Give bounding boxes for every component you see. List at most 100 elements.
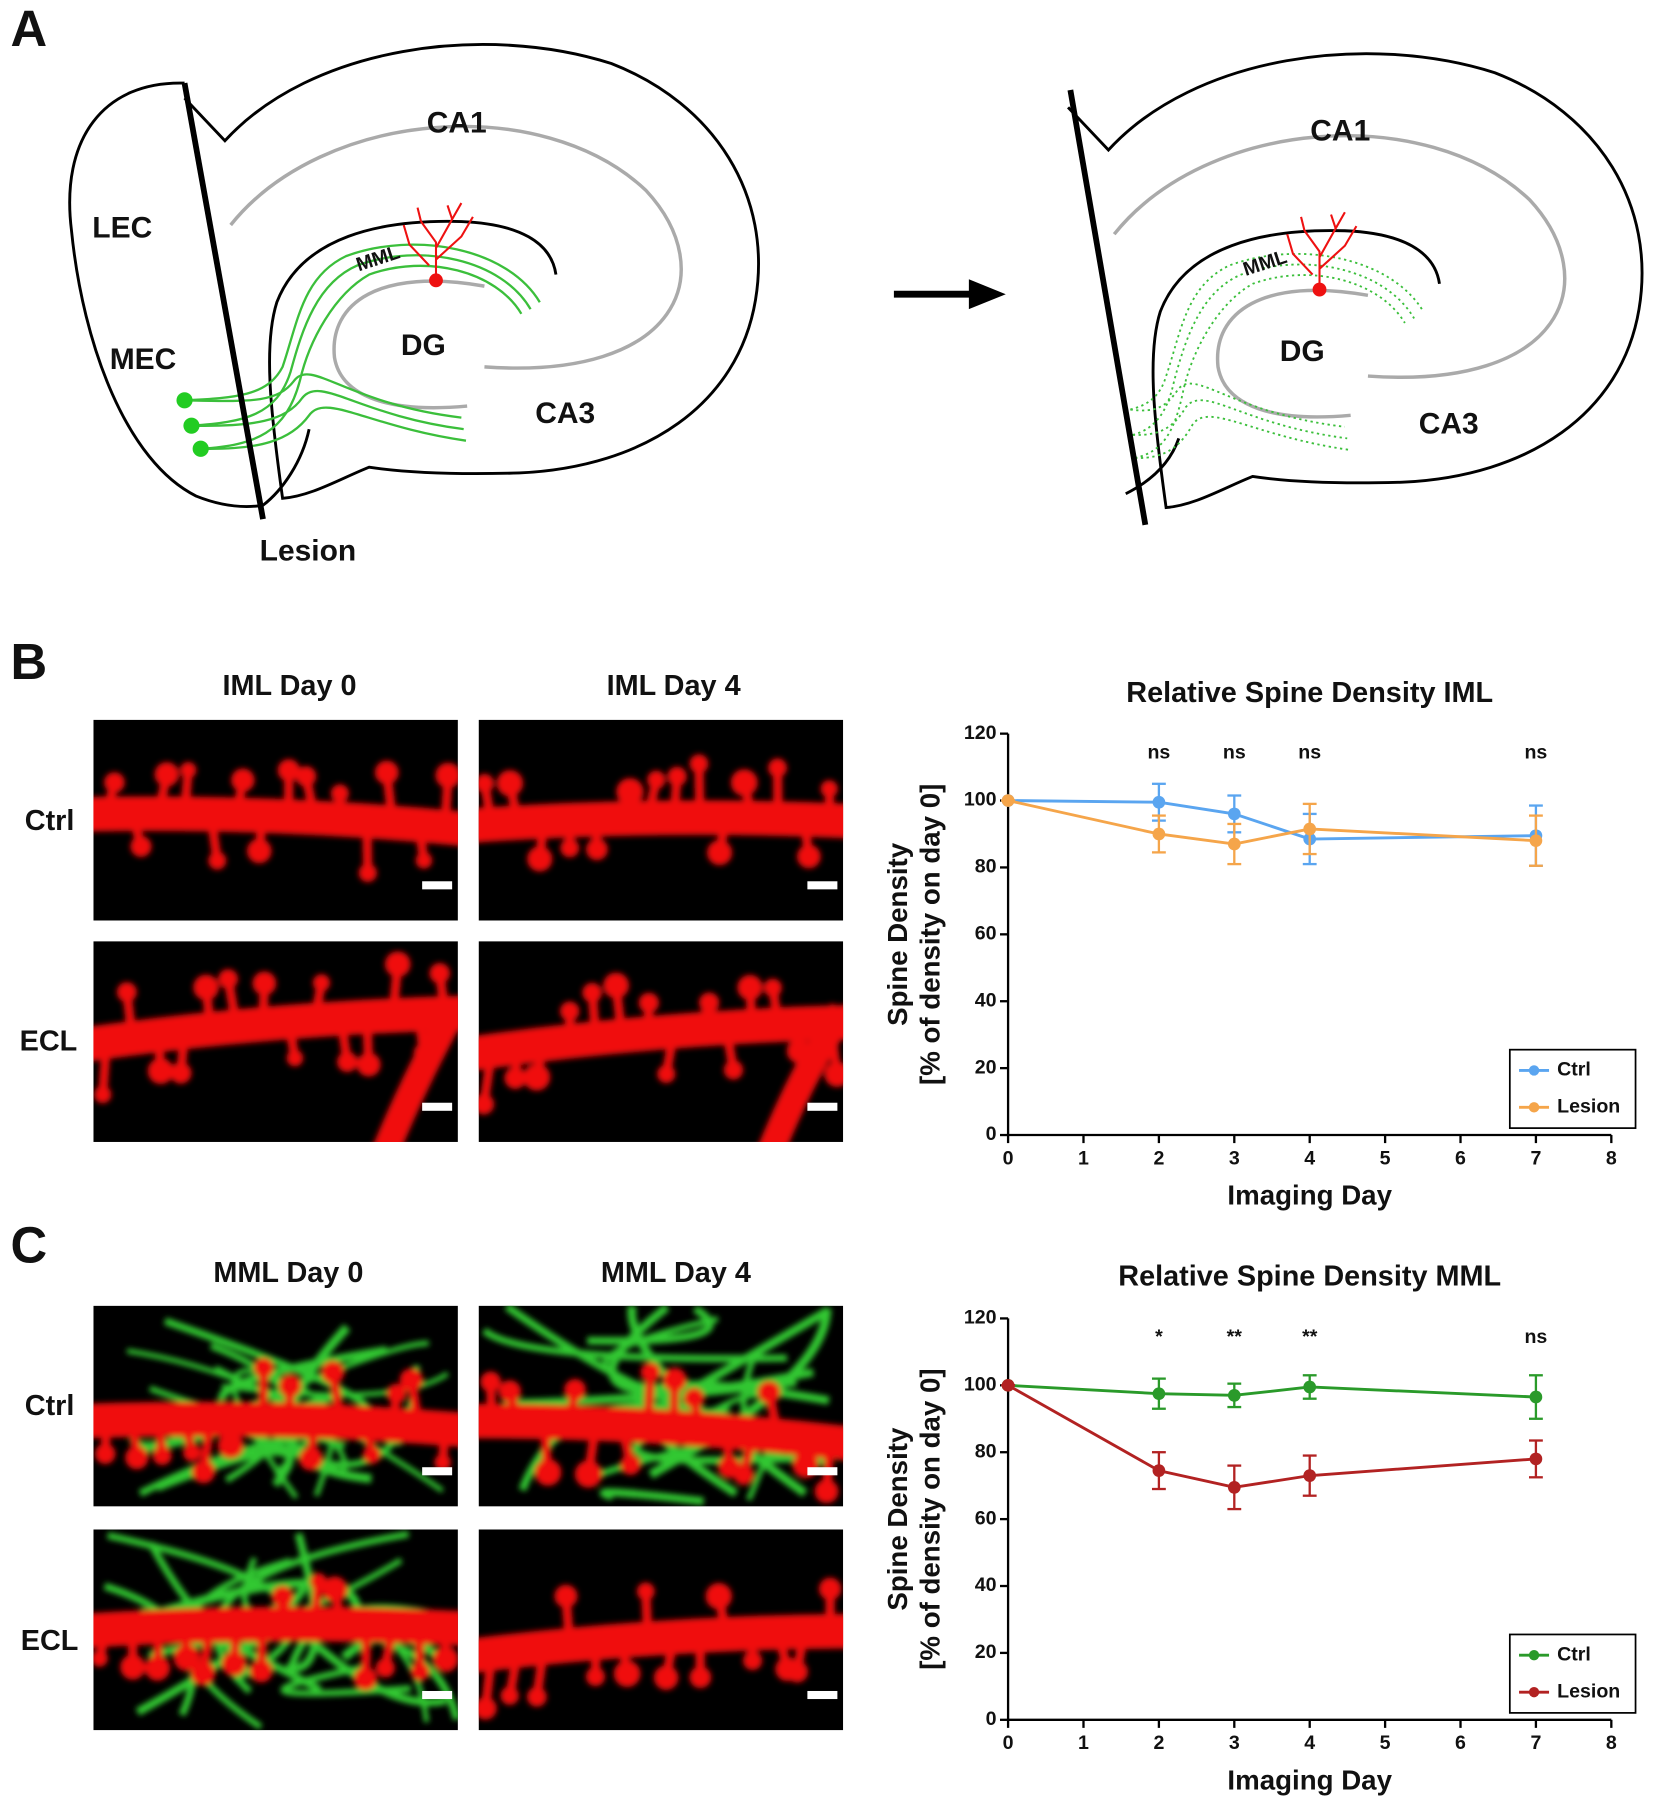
x-tick-label: 1: [1078, 1732, 1089, 1754]
micrograph: [93, 1305, 458, 1507]
spine-head: [249, 1659, 273, 1683]
spine-head: [434, 1454, 451, 1471]
spine-head: [384, 951, 411, 978]
spine-head: [500, 1686, 519, 1705]
x-tick-label: 5: [1380, 1732, 1391, 1754]
arrow: [893, 279, 1006, 310]
x-axis-label: Imaging Day: [1227, 1180, 1392, 1211]
dendrite: [93, 1606, 458, 1648]
lesion-label: Lesion: [260, 534, 357, 567]
spine-head: [191, 1460, 216, 1484]
spine-head: [478, 1697, 497, 1720]
micrograph: [93, 1529, 458, 1731]
signal: [478, 1577, 844, 1720]
spine-head: [247, 838, 272, 864]
legend-label: Ctrl: [1557, 1643, 1591, 1665]
scale-bar: [422, 1467, 453, 1476]
spine-head: [413, 1043, 434, 1063]
spine-head: [523, 1063, 551, 1091]
y-tick-label: 0: [986, 1123, 997, 1145]
spine-head: [620, 1454, 641, 1475]
region-label: CA1: [1310, 115, 1370, 148]
significance: ns: [1524, 1326, 1547, 1348]
spine-head: [386, 1383, 407, 1404]
micrograph: [478, 1529, 844, 1731]
column-label: IML Day 0: [222, 670, 356, 702]
spine-head: [737, 974, 763, 1001]
micrograph: [93, 719, 458, 921]
spine-head: [218, 969, 239, 989]
column-label: MML Day 0: [213, 1257, 363, 1289]
spine-head: [814, 1479, 839, 1504]
spine-head: [278, 1374, 302, 1398]
data-point: [1227, 1480, 1241, 1494]
spine-head: [120, 1654, 146, 1680]
data-point: [1303, 822, 1317, 836]
row-label: Ctrl: [25, 1390, 75, 1422]
signal: [93, 1317, 458, 1500]
legend-label: Lesion: [1557, 1680, 1620, 1702]
spine-head: [299, 1446, 323, 1471]
scale-bar: [422, 1102, 453, 1111]
y-tick-label: 40: [975, 1574, 997, 1596]
panel-label: A: [11, 0, 48, 57]
spine-head: [208, 851, 227, 870]
spine-head: [478, 773, 495, 793]
spine-head: [170, 1062, 192, 1084]
spine-head: [689, 754, 709, 774]
spine-head: [190, 1660, 216, 1686]
y-tick-label: 0: [986, 1708, 997, 1730]
spine-head: [698, 992, 720, 1013]
ec-outline: [68, 81, 311, 508]
spine-head: [435, 762, 458, 789]
spine-head: [286, 1049, 304, 1067]
x-tick-label: 5: [1380, 1147, 1391, 1169]
data-point: [1227, 837, 1241, 851]
significance: ns: [1147, 741, 1170, 763]
spine-head: [554, 1584, 578, 1608]
column-label: MML Day 4: [601, 1257, 751, 1289]
y-axis-label: [% of density on day 0]: [914, 784, 945, 1085]
y-tick-label: 60: [975, 1507, 997, 1529]
diagram-left: LEC MEC CA1 DG CA3 MML Lesion: [68, 43, 760, 567]
spine-head: [667, 766, 687, 787]
axon: [587, 1305, 714, 1345]
spine-head: [271, 1585, 294, 1608]
spine-head: [309, 1573, 327, 1590]
scale-bar: [422, 881, 453, 890]
series-line: [1007, 1384, 1537, 1489]
x-tick-label: 0: [1003, 1732, 1014, 1754]
spine-head: [147, 1058, 174, 1084]
legend-label: Ctrl: [1557, 1059, 1591, 1081]
significance: **: [1227, 1326, 1243, 1348]
column-label: IML Day 4: [607, 670, 741, 702]
data-point: [1303, 1380, 1317, 1394]
legend-dot: [1528, 1686, 1540, 1698]
micrograph: [478, 719, 844, 921]
spine-head: [636, 1582, 655, 1601]
significance: ns: [1223, 741, 1246, 763]
x-axis-label: Imaging Day: [1227, 1764, 1392, 1795]
x-tick-label: 1: [1078, 1147, 1089, 1169]
spine-head: [683, 1387, 705, 1409]
spine-head: [252, 971, 277, 996]
legend-dot: [1528, 1650, 1540, 1661]
spine-head: [723, 1060, 744, 1080]
axon: [135, 1585, 308, 1716]
legend-label: Lesion: [1557, 1096, 1620, 1118]
x-tick-label: 7: [1530, 1147, 1541, 1169]
spine-head: [144, 1655, 171, 1681]
spine-head: [154, 762, 180, 787]
panel-label: C: [11, 1217, 48, 1274]
x-tick-label: 3: [1229, 1147, 1240, 1169]
spine-head: [231, 768, 255, 792]
spine-head: [116, 982, 137, 1003]
spine-head: [375, 1658, 395, 1678]
data-point: [1152, 1464, 1166, 1477]
spine-head: [797, 844, 821, 869]
spine-head: [337, 1051, 358, 1073]
y-axis-label: Spine Density: [882, 842, 913, 1026]
spine-head: [638, 992, 659, 1013]
y-tick-label: 80: [975, 1440, 997, 1462]
